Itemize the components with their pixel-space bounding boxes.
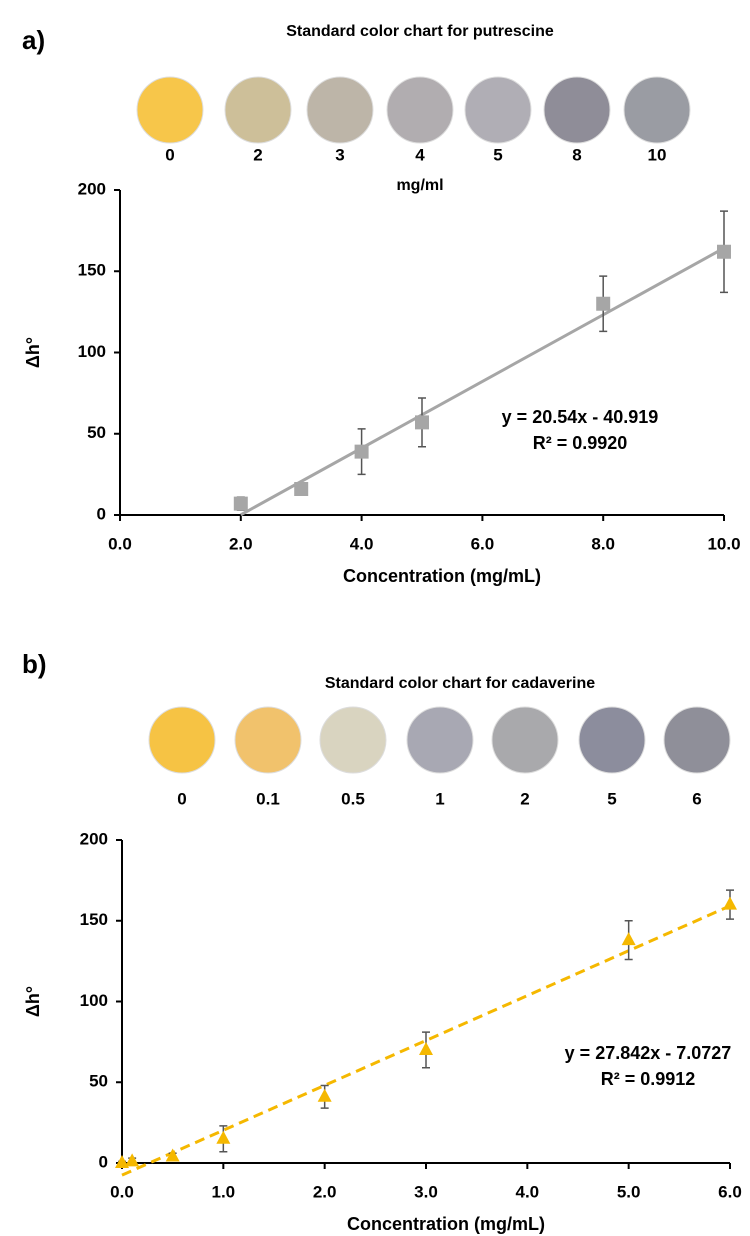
data-point <box>723 896 737 910</box>
x-tick-label: 1.0 <box>212 1182 236 1201</box>
panel-label: a) <box>22 25 45 55</box>
swatch-label: 1 <box>435 789 444 808</box>
x-tick-label: 0.0 <box>110 1182 134 1201</box>
y-tick-label: 200 <box>80 829 108 848</box>
swatch-label: 0.5 <box>341 789 365 808</box>
color-swatch <box>578 706 646 774</box>
y-axis-label: Δh° <box>23 986 43 1017</box>
color-swatch <box>491 706 559 774</box>
x-tick-label: 8.0 <box>591 534 615 553</box>
y-tick-label: 200 <box>78 179 106 198</box>
data-point <box>621 932 636 946</box>
swatch-label: 5 <box>493 145 502 164</box>
y-tick-label: 100 <box>80 991 108 1010</box>
x-tick-label: 2.0 <box>313 1182 337 1201</box>
swatch-label: 5 <box>607 789 616 808</box>
data-point <box>415 415 429 430</box>
swatch-label: 2 <box>253 145 262 164</box>
x-tick-label: 6.0 <box>718 1182 742 1201</box>
panel-label: b) <box>22 649 47 679</box>
data-point <box>354 444 369 459</box>
y-tick-label: 0 <box>97 504 106 523</box>
data-point <box>115 1155 129 1168</box>
y-tick-label: 0 <box>99 1152 108 1171</box>
color-swatch <box>543 76 611 144</box>
color-swatch <box>464 76 532 144</box>
swatch-unit: mg/ml <box>396 177 443 194</box>
x-axis-label: Concentration (mg/mL) <box>343 566 541 586</box>
data-point <box>125 1153 140 1167</box>
color-swatch <box>406 706 474 774</box>
swatch-title: Standard color chart for cadaverine <box>325 675 595 692</box>
swatch-label: 3 <box>335 145 344 164</box>
swatch-label: 0 <box>165 145 174 164</box>
x-tick-label: 4.0 <box>516 1182 540 1201</box>
data-point <box>294 482 309 496</box>
swatch-title: Standard color chart for putrescine <box>286 23 554 40</box>
data-point <box>419 1041 433 1055</box>
swatch-label: 8 <box>572 145 581 164</box>
swatch-label: 0 <box>177 789 186 808</box>
swatch-label: 4 <box>415 145 425 164</box>
swatch-label: 0.1 <box>256 789 280 808</box>
color-swatch <box>386 76 454 144</box>
x-tick-label: 10.0 <box>707 534 740 553</box>
x-axis-label: Concentration (mg/mL) <box>347 1214 545 1234</box>
swatch-label: 2 <box>520 789 529 808</box>
x-tick-label: 3.0 <box>414 1182 438 1201</box>
color-swatch <box>234 706 302 774</box>
color-swatch <box>224 76 292 144</box>
data-point <box>165 1148 180 1162</box>
color-swatch <box>136 76 204 144</box>
x-tick-label: 2.0 <box>229 534 253 553</box>
x-tick-label: 6.0 <box>471 534 495 553</box>
x-tick-label: 4.0 <box>350 534 374 553</box>
y-tick-label: 150 <box>80 910 108 929</box>
x-tick-label: 0.0 <box>108 534 132 553</box>
swatch-label: 6 <box>692 789 701 808</box>
trendline-equation: R² = 0.9912 <box>601 1069 696 1089</box>
color-swatch <box>623 76 691 144</box>
trendline-equation: R² = 0.9920 <box>533 433 628 453</box>
data-point <box>233 496 248 511</box>
y-axis-label: Δh° <box>23 337 43 368</box>
color-swatch <box>306 76 374 144</box>
color-swatch <box>663 706 731 774</box>
y-tick-label: 150 <box>78 261 106 280</box>
data-point <box>717 244 731 259</box>
y-tick-label: 50 <box>87 423 106 442</box>
y-tick-label: 100 <box>78 342 106 361</box>
swatch-label: 10 <box>648 145 667 164</box>
color-swatch <box>319 706 387 774</box>
y-tick-label: 50 <box>89 1072 108 1091</box>
trendline-equation: y = 27.842x - 7.0727 <box>565 1043 732 1063</box>
x-tick-label: 5.0 <box>617 1182 641 1201</box>
data-point <box>216 1130 231 1144</box>
trendline <box>240 246 725 517</box>
color-swatch <box>148 706 216 774</box>
data-point <box>317 1088 332 1102</box>
data-point <box>596 296 611 311</box>
trendline-equation: y = 20.54x - 40.919 <box>502 407 659 427</box>
